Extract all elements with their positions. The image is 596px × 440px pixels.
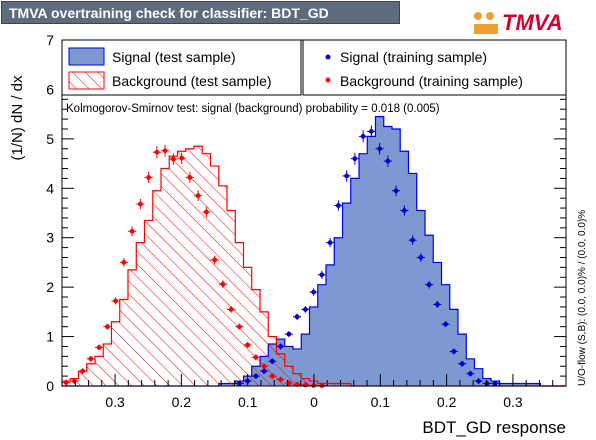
background-train-point: [129, 228, 135, 234]
signal-train-point: [459, 361, 465, 367]
signal-train-point: [410, 237, 416, 243]
legend-box-right: [302, 39, 567, 96]
signal-train-point: [352, 156, 358, 162]
signal-train-point: [393, 188, 399, 194]
x-tick-label: 0.2: [172, 394, 192, 410]
signal-train-point: [236, 381, 242, 386]
background-train-point: [187, 175, 193, 180]
background-train-point: [261, 363, 267, 369]
logo-text: TMVA: [502, 10, 563, 35]
background-train-point: [179, 155, 185, 161]
logo-mark-icon: [474, 12, 498, 34]
signal-train-point: [360, 133, 366, 139]
signal-train-point: [385, 158, 391, 164]
y-tick-label: 1: [46, 329, 54, 345]
background-train-point: [170, 156, 176, 162]
plot-area: 0 1 2 3 4 5 6 7 0.3 0.2 0.1 0 0.1 0.2 0.3: [46, 32, 567, 410]
x-tick-label: 0.3: [105, 394, 125, 410]
signal-train-point: [368, 129, 374, 134]
signal-train-point: [443, 321, 449, 327]
signal-train-point: [319, 272, 325, 278]
background-train-point: [146, 175, 152, 180]
y-tick-label: 7: [46, 32, 54, 48]
signal-train-point: [377, 146, 383, 152]
signal-train-point: [418, 255, 424, 260]
chart-title: TMVA overtraining check for classifier: …: [9, 5, 329, 21]
background-train-point: [96, 345, 102, 350]
x-tick-label: 0.3: [503, 394, 523, 410]
y-tick-label: 5: [46, 131, 54, 147]
y-tick-label: 4: [46, 180, 54, 196]
signal-train-point: [327, 240, 333, 246]
signal-train-point: [467, 371, 473, 377]
signal-train-point: [261, 368, 267, 374]
signal-train-point: [253, 373, 259, 379]
x-tick-label: 0.2: [437, 394, 457, 410]
signal-test-fill: [62, 116, 566, 386]
background-train-point: [212, 257, 218, 263]
signal-train-point: [335, 203, 341, 208]
signal-train-point: [434, 302, 440, 307]
background-train-point: [113, 298, 119, 304]
x-axis-label: BDT_GD response: [422, 418, 566, 437]
signal-train-point: [492, 381, 498, 386]
legend-marker-signal-train: [325, 54, 331, 60]
background-train-point: [278, 377, 284, 382]
y-tick-label: 2: [46, 279, 54, 295]
background-train-point: [236, 324, 242, 330]
y-tick-label: 3: [46, 230, 54, 246]
legend-label-signal-test: Signal (test sample): [112, 49, 236, 65]
background-train-point: [80, 368, 86, 374]
background-train-point: [162, 148, 168, 154]
background-train-point: [121, 260, 127, 265]
legend-swatch-background-test: [68, 71, 105, 90]
x-tick-label: 0.1: [238, 394, 258, 410]
signal-train-point: [286, 331, 292, 337]
tmva-logo: TMVA: [472, 8, 582, 38]
title-banner: TMVA overtraining check for classifier: …: [1, 1, 400, 24]
legend-label-background-train: Background (training sample): [340, 73, 523, 89]
background-train-point: [104, 324, 110, 330]
background-train-point: [253, 354, 259, 360]
background-train-point: [137, 201, 143, 207]
background-train-point: [245, 342, 251, 348]
background-train-point: [154, 149, 160, 155]
x-tick-label: 0.1: [371, 394, 391, 410]
legend-label-background-test: Background (test sample): [112, 73, 272, 89]
background-train-point: [88, 356, 94, 362]
background-train-point: [203, 209, 209, 215]
background-train-point: [195, 193, 201, 199]
signal-train-point: [344, 173, 350, 179]
background-train-point: [302, 382, 308, 388]
signal-train-point: [302, 306, 308, 312]
x-tick-label: 0: [310, 394, 318, 410]
y-axis-label: (1/N) dN / dx: [9, 75, 26, 161]
legend-label-signal-train: Signal (training sample): [340, 49, 487, 65]
signal-train-point: [269, 358, 275, 364]
y-tick-label: 0: [46, 378, 54, 394]
legend-swatch-signal-test: [68, 47, 105, 66]
y-tick-label: 6: [46, 81, 54, 97]
background-train-point: [228, 306, 234, 312]
overflow-label: U/O-flow (S,B): (0.0, 0.0)% / (0.0, 0.0)…: [577, 210, 588, 386]
legend-marker-background-train: [325, 77, 331, 83]
signal-train-point: [451, 349, 457, 354]
ks-annotation: Kolmogorov-Smirnov test: signal (backgro…: [66, 103, 440, 115]
legend: Signal (test sample) Background (test sa…: [61, 39, 567, 96]
background-train-point: [71, 378, 77, 384]
signal-train-point: [426, 282, 432, 288]
background-test-hatch: [62, 146, 566, 386]
signal-train-point: [311, 289, 317, 295]
signal-train-point: [476, 378, 482, 384]
background-train-point: [269, 373, 275, 379]
signal-train-point: [294, 314, 300, 320]
background-train-point: [63, 380, 69, 385]
background-train-point: [220, 281, 226, 287]
signal-train-point: [278, 344, 284, 349]
signal-train-point: [401, 208, 407, 213]
